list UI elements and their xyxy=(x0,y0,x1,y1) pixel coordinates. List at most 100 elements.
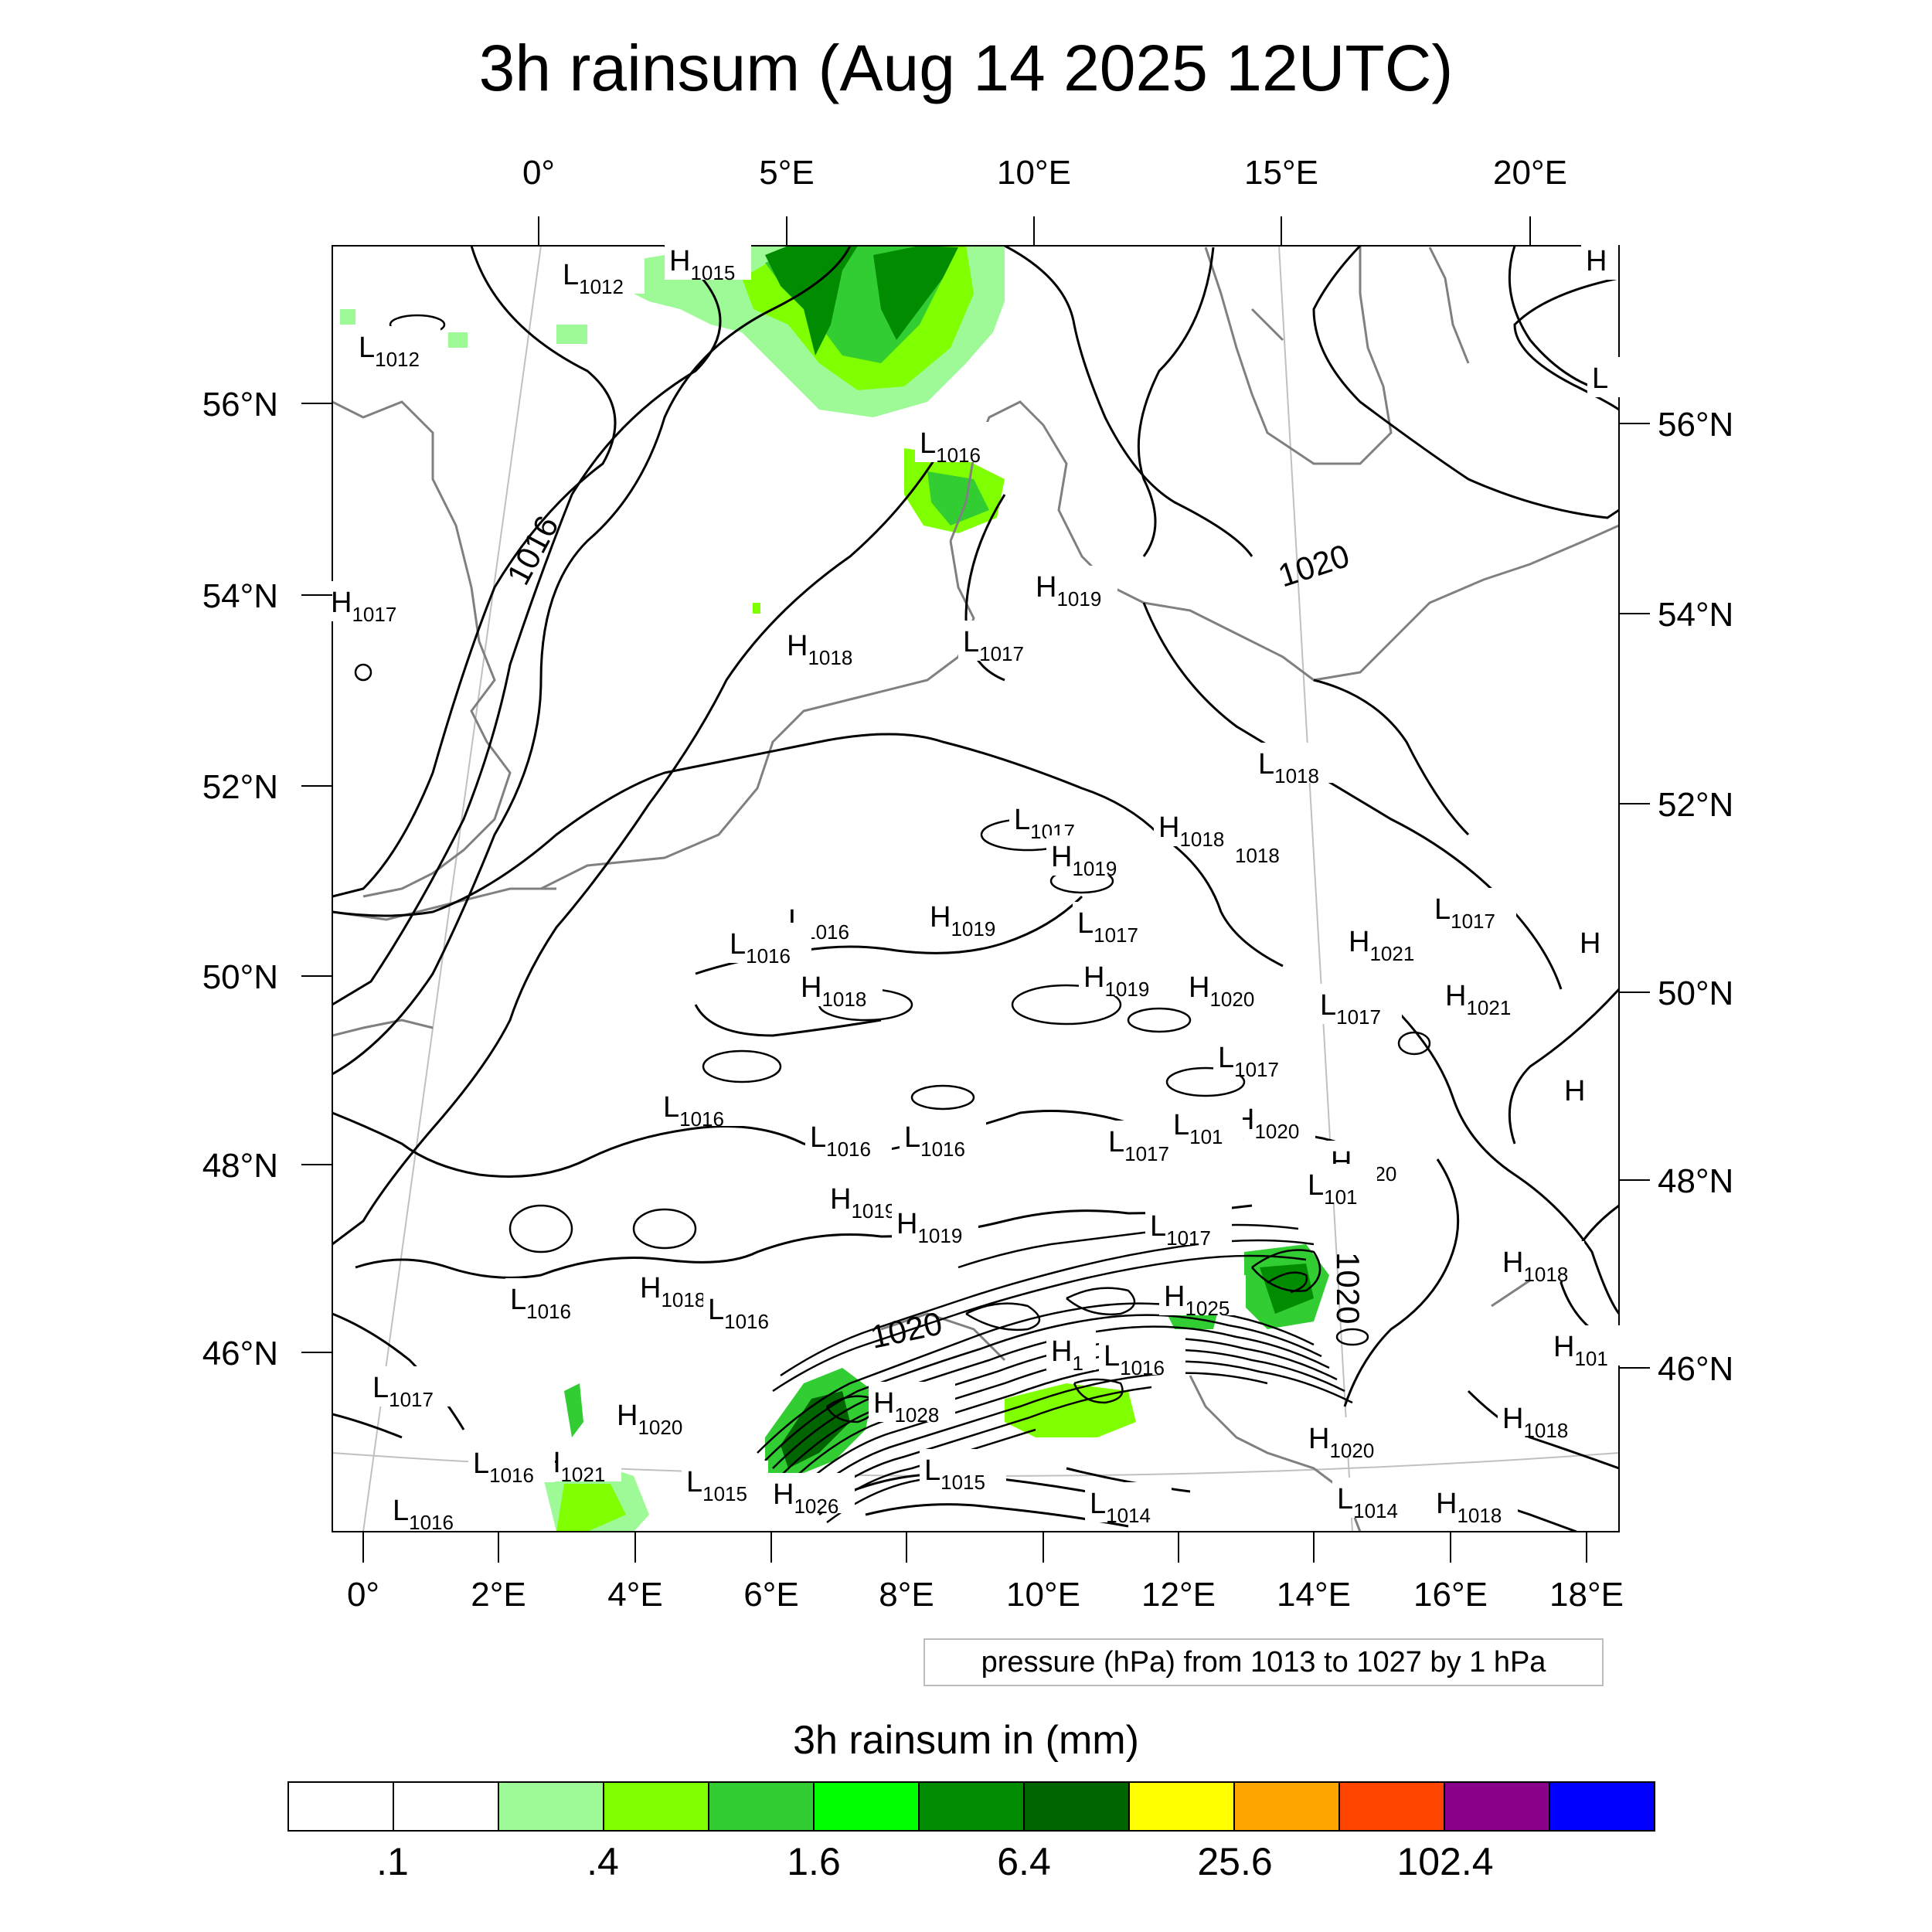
pressure-center-bg xyxy=(1560,1070,1597,1110)
rain-patch xyxy=(753,603,760,614)
high-pressure-label: H1026 xyxy=(773,1478,838,1518)
pressure-center-bg xyxy=(915,422,1002,462)
tick-label: 10°E xyxy=(1006,1576,1080,1614)
rain-area-alps-east2-core xyxy=(1260,1264,1314,1314)
colorbar-swatch xyxy=(289,1783,394,1830)
low-pressure-label: L1016 xyxy=(663,1091,724,1131)
rain-area-jutland-core xyxy=(927,471,989,526)
pressure-label: 1018 xyxy=(1235,844,1280,867)
isobar-label: 1020 xyxy=(1274,537,1353,594)
colorbar-swatch xyxy=(1550,1783,1654,1830)
tick-label: 54°N xyxy=(202,577,278,615)
contour-info-box: pressure (hPa) from 1013 to 1027 by 1 hP… xyxy=(923,1638,1604,1686)
high-pressure-label: H1020 xyxy=(1189,971,1254,1011)
low-pressure-label: L1015 xyxy=(924,1454,985,1494)
pressure-center-bg xyxy=(558,253,645,294)
pressure-center-bg xyxy=(1085,1482,1172,1522)
tick-label: 6°E xyxy=(743,1576,798,1614)
low-pressure-label: L xyxy=(1592,362,1608,395)
low-pressure-label: L1017 xyxy=(1218,1042,1279,1081)
pressure-center-bg xyxy=(388,1489,474,1529)
tick-label: 2°E xyxy=(471,1576,526,1614)
pressure-center-bg xyxy=(1332,1478,1419,1518)
pressure-center-bg xyxy=(869,1382,955,1422)
high-pressure-label: H xyxy=(1564,1075,1585,1107)
tick-label: 0° xyxy=(522,154,555,192)
pressure-center-bg xyxy=(1581,240,1618,280)
pressure-center-bg xyxy=(1168,1104,1243,1144)
low-pressure-label: L1016 xyxy=(510,1284,571,1323)
low-pressure-label: L1012 xyxy=(563,259,624,298)
low-pressure-label: L1016 xyxy=(473,1447,534,1487)
pressure-center-bg xyxy=(468,1442,555,1482)
tick-label: 50°N xyxy=(202,958,278,996)
pressure-center-bg xyxy=(658,1086,745,1126)
pressure-center-bg xyxy=(1099,1335,1185,1375)
pressure-center-bg xyxy=(1046,835,1133,876)
pressure-center-bg xyxy=(1009,798,1096,838)
pressure-center-bg xyxy=(958,621,1045,661)
pressure-center-bg xyxy=(1230,822,1292,862)
high-pressure-label: H1019 xyxy=(830,1183,896,1223)
pressure-center-bg xyxy=(1079,956,1165,996)
pressure-center-bg xyxy=(1145,1205,1232,1245)
pressure-center-bg xyxy=(782,624,869,665)
high-pressure-label: H1020 xyxy=(1308,1423,1374,1462)
colorbar-swatch xyxy=(604,1783,709,1830)
pressure-center-bg xyxy=(1431,1482,1518,1522)
pressure-center-bg xyxy=(612,1394,699,1434)
pressure-center-bg xyxy=(505,1278,592,1318)
tick-label: 12°E xyxy=(1141,1576,1216,1614)
rain-area-alps-west-core xyxy=(781,1391,850,1468)
left-lat-labels: 56°N 54°N 52°N 50°N 48°N 46°N xyxy=(202,386,278,1372)
low-pressure-label: L1016 xyxy=(730,928,791,968)
tick-label: 52°N xyxy=(1658,786,1733,824)
high-pressure-label: H1018 xyxy=(801,971,866,1011)
low-pressure-label: L101 xyxy=(1173,1109,1223,1148)
tick-label: 8°E xyxy=(879,1576,934,1614)
colorbar xyxy=(287,1781,1655,1832)
pressure-center-bg xyxy=(1440,975,1527,1015)
pressure-center-bg xyxy=(1046,1330,1096,1370)
pressure-center-bg xyxy=(1498,1241,1584,1281)
high-pressure-label: H1028 xyxy=(873,1387,939,1427)
isobar-label: 1020 xyxy=(1330,1252,1366,1324)
low-pressure-label: L1018 xyxy=(1258,748,1319,787)
pressure-center-bg xyxy=(1303,1164,1377,1204)
high-pressure-label: H1018 xyxy=(1158,811,1224,851)
rain-area-sw-core xyxy=(556,1484,626,1532)
rain-area-sw2 xyxy=(564,1383,583,1437)
colorbar-swatch xyxy=(1340,1783,1445,1830)
colorbar-swatch xyxy=(1130,1783,1235,1830)
pressure-center-bg xyxy=(1430,888,1516,928)
tick-label: 52°N xyxy=(202,768,278,806)
tick-label: 54°N xyxy=(1658,596,1733,634)
pressure-center-bg xyxy=(900,1116,986,1156)
pressure-center-bg xyxy=(1315,984,1402,1024)
tick-label: 56°N xyxy=(202,386,278,423)
isobar-label: 1016 xyxy=(499,510,565,591)
high-pressure-label: H1017 xyxy=(331,587,396,626)
colorbar-swatch xyxy=(499,1783,604,1830)
tick-label: 4°E xyxy=(607,1576,662,1614)
tick-label: 56°N xyxy=(1658,406,1733,444)
pressure-center-bg xyxy=(920,1449,1006,1489)
high-pressure-label: H1019 xyxy=(896,1208,962,1247)
tick-label: 46°N xyxy=(202,1335,278,1372)
high-pressure-label: H xyxy=(1580,927,1600,960)
tick-label: 14°E xyxy=(1277,1576,1351,1614)
high-pressure-label: H101 xyxy=(1553,1331,1608,1370)
rain-area-north-dark xyxy=(765,246,858,355)
tick-label: 5°E xyxy=(759,154,814,192)
low-pressure-label: L1017 xyxy=(1108,1126,1169,1165)
low-pressure-label: L1017 xyxy=(1434,893,1495,933)
high-pressure-label: H1018 xyxy=(1436,1488,1502,1527)
pressure-center-bg xyxy=(925,896,1012,936)
high-pressure-label: H1021 xyxy=(1349,926,1414,965)
colorbar-label: .4 xyxy=(587,1840,619,1883)
high-pressure-label: H1 xyxy=(1051,1335,1083,1375)
coastlines xyxy=(332,246,1619,1532)
pressure-center-bg xyxy=(703,1288,790,1328)
high-pressure-label: H1018 xyxy=(1502,1247,1568,1286)
